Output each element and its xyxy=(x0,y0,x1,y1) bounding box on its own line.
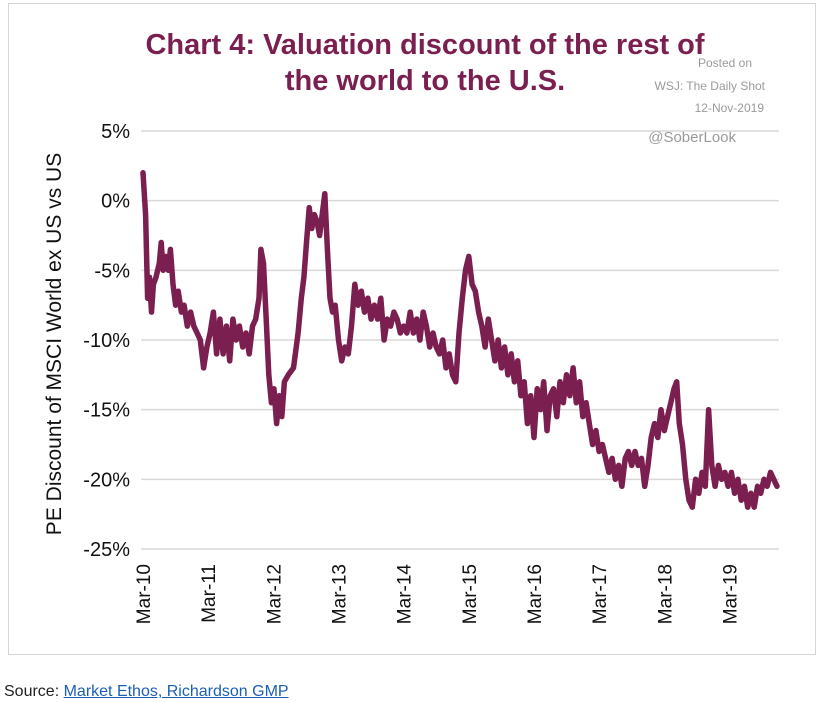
x-tick-label: Mar-10 xyxy=(134,564,155,624)
y-tick-label: -25% xyxy=(83,539,130,561)
y-tick-label: -5% xyxy=(94,260,130,282)
y-tick-label: 0% xyxy=(101,191,130,213)
watermark-handle: @SoberLook xyxy=(648,129,736,146)
chart-title: Chart 4: Valuation discount of the rest … xyxy=(145,29,704,97)
chart-title-line-1: Chart 4: Valuation discount of the rest … xyxy=(145,29,704,61)
source-label: Source: xyxy=(4,683,60,700)
series-line xyxy=(140,170,780,510)
x-tick-label: Mar-12 xyxy=(264,564,285,624)
x-tick-label: Mar-14 xyxy=(395,564,416,625)
x-tick-label: Mar-17 xyxy=(590,564,611,624)
x-tick-label: Mar-16 xyxy=(525,564,546,624)
source-note: Source: Market Ethos, Richardson GMP xyxy=(4,683,289,701)
watermark-date: 12-Nov-2019 xyxy=(695,101,765,115)
y-tick-label: -10% xyxy=(83,330,130,352)
x-tick-label: Mar-13 xyxy=(329,564,350,624)
watermark: Posted on WSJ: The Daily Shot 12-Nov-201… xyxy=(648,56,765,146)
x-tick-label: Mar-11 xyxy=(199,564,220,623)
chart-frame: Chart 4: Valuation discount of the rest … xyxy=(8,3,816,655)
y-axis-ticks: 5% 0% -5% -10% -15% -20% -25% xyxy=(83,121,130,561)
x-axis-ticks: Mar-10 Mar-11 Mar-12 Mar-13 Mar-14 Mar-15 Mar-… xyxy=(134,564,741,625)
line-chart: Chart 4: Valuation discount of the rest … xyxy=(43,29,780,625)
x-tick-label: Mar-18 xyxy=(655,564,676,624)
source-link[interactable]: Market Ethos, Richardson GMP xyxy=(63,683,289,700)
y-tick-label: -15% xyxy=(83,400,130,422)
x-tick-label: Mar-19 xyxy=(720,564,741,624)
watermark-outlet: WSJ: The Daily Shot xyxy=(655,79,766,93)
x-tick-label: Mar-15 xyxy=(460,564,481,624)
y-tick-label: 5% xyxy=(101,121,130,143)
y-axis-label: PE Discount of MSCI World ex US vs US xyxy=(43,153,66,535)
chart-title-line-2: the world to the U.S. xyxy=(285,65,565,97)
y-tick-label: -20% xyxy=(83,469,130,491)
watermark-posted: Posted on xyxy=(698,56,752,70)
